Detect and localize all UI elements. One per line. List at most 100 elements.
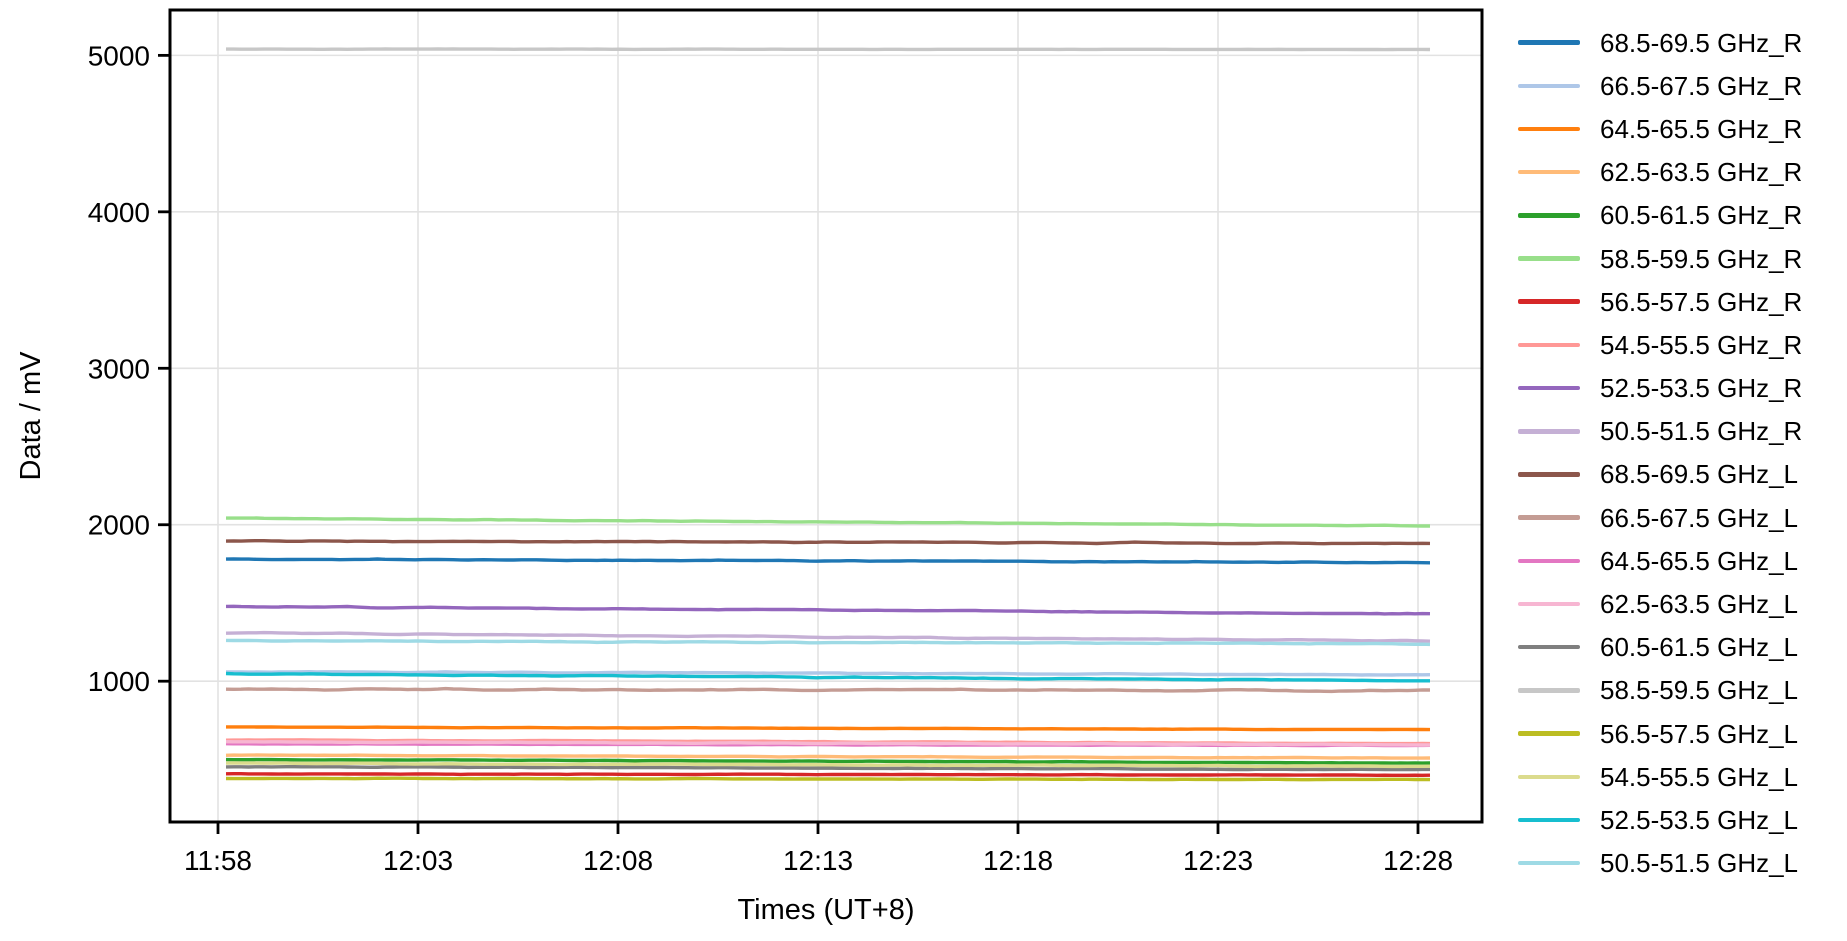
- legend-item: 68.5-69.5 GHz_L: [1518, 453, 1802, 496]
- legend-swatch: [1518, 774, 1580, 780]
- legend-item: 52.5-53.5 GHz_L: [1518, 798, 1802, 841]
- x-tick-label: 12:13: [783, 845, 853, 876]
- legend-label: 54.5-55.5 GHz_L: [1600, 761, 1799, 792]
- legend-label: 56.5-57.5 GHz_R: [1600, 286, 1803, 317]
- series-line: [226, 516, 1430, 528]
- legend-item: 58.5-59.5 GHz_L: [1518, 669, 1802, 712]
- legend-item: 62.5-63.5 GHz_L: [1518, 582, 1802, 625]
- series-layer: [225, 47, 1431, 782]
- legend-label: 54.5-55.5 GHz_R: [1600, 329, 1803, 360]
- x-tick-label: 12:23: [1183, 845, 1253, 876]
- legend-item: 64.5-65.5 GHz_R: [1518, 107, 1802, 150]
- legend-item: 60.5-61.5 GHz_R: [1518, 194, 1802, 237]
- legend-label: 50.5-51.5 GHz_R: [1600, 416, 1803, 447]
- legend-swatch: [1518, 472, 1580, 477]
- legend-item: 56.5-57.5 GHz_L: [1518, 712, 1802, 755]
- legend-label: 66.5-67.5 GHz_R: [1600, 70, 1803, 101]
- series-line: [225, 765, 1430, 772]
- y-tick-label: 1000: [88, 666, 150, 697]
- legend-swatch: [1518, 860, 1580, 866]
- legend-label: 66.5-67.5 GHz_L: [1600, 502, 1799, 533]
- legend-label: 60.5-61.5 GHz_R: [1600, 200, 1803, 231]
- series-line: [225, 686, 1431, 694]
- series-line: [225, 604, 1431, 616]
- legend-swatch: [1518, 688, 1580, 693]
- legend-swatch: [1518, 126, 1580, 132]
- x-tick-label: 12:28: [1383, 845, 1453, 876]
- legend-item: 50.5-51.5 GHz_R: [1518, 410, 1802, 453]
- legend-label: 52.5-53.5 GHz_R: [1600, 373, 1803, 404]
- legend-item: 62.5-63.5 GHz_R: [1518, 151, 1802, 194]
- legend-item: 54.5-55.5 GHz_L: [1518, 755, 1802, 798]
- series-line: [225, 753, 1431, 760]
- legend-label: 64.5-65.5 GHz_L: [1600, 545, 1799, 576]
- legend-label: 64.5-65.5 GHz_R: [1600, 113, 1803, 144]
- y-axis-label: Data / mV: [15, 351, 47, 481]
- series-line: [225, 630, 1431, 643]
- legend-label: 52.5-53.5 GHz_L: [1600, 804, 1799, 835]
- x-tick-label: 11:58: [184, 845, 252, 876]
- series-line: [225, 757, 1431, 765]
- legend-swatch: [1518, 83, 1580, 89]
- legend-swatch: [1518, 644, 1580, 650]
- x-tick-label: 12:03: [383, 845, 453, 876]
- y-tick-label: 2000: [88, 510, 150, 541]
- series-line: [225, 740, 1430, 747]
- series-line: [226, 725, 1431, 732]
- legend-label: 50.5-51.5 GHz_L: [1600, 848, 1799, 879]
- series-line: [225, 671, 1430, 683]
- x-axis-label: Times (UT+8): [738, 894, 915, 926]
- legend-swatch: [1518, 558, 1580, 564]
- legend-label: 58.5-59.5 GHz_L: [1600, 675, 1799, 706]
- x-tick-label: 12:08: [583, 845, 653, 876]
- legend-swatch: [1518, 256, 1580, 261]
- legend-swatch: [1518, 385, 1580, 391]
- tick-layer: [158, 53, 1420, 834]
- legend-item: 54.5-55.5 GHz_R: [1518, 323, 1802, 366]
- legend-swatch: [1518, 213, 1580, 218]
- series-line: [225, 776, 1431, 782]
- plot-frame: [168, 8, 1484, 824]
- legend-label: 68.5-69.5 GHz_L: [1600, 459, 1799, 490]
- legend-item: 66.5-67.5 GHz_R: [1518, 64, 1802, 107]
- series-line: [225, 557, 1431, 565]
- y-tick-label: 5000: [88, 40, 150, 71]
- series-line: [225, 638, 1431, 647]
- legend-item: 50.5-51.5 GHz_L: [1518, 842, 1802, 885]
- x-tick-label: 12:18: [983, 845, 1053, 876]
- legend-label: 68.5-69.5 GHz_R: [1600, 27, 1803, 58]
- legend-swatch: [1518, 40, 1580, 45]
- legend-item: 66.5-67.5 GHz_L: [1518, 496, 1802, 539]
- series-line: [225, 772, 1431, 777]
- legend-swatch: [1518, 601, 1580, 607]
- legend-item: 60.5-61.5 GHz_L: [1518, 626, 1802, 669]
- y-tick-label: 4000: [88, 197, 150, 228]
- legend-item: 52.5-53.5 GHz_R: [1518, 367, 1802, 410]
- legend-swatch: [1518, 817, 1580, 823]
- legend-swatch: [1518, 299, 1580, 304]
- legend-label: 58.5-59.5 GHz_R: [1600, 243, 1803, 274]
- tick-label-layer: 1000 2000 3000 4000 5000 11:58 12:03 12:08 12:13…: [88, 40, 1453, 876]
- y-tick-label: 3000: [88, 353, 150, 384]
- series-line: [226, 47, 1431, 52]
- series-line: [225, 761, 1431, 769]
- legend-item: 68.5-69.5 GHz_R: [1518, 21, 1802, 64]
- legend: 68.5-69.5 GHz_R 66.5-67.5 GHz_R 64.5-65.5 …: [1518, 21, 1802, 885]
- legend-item: 64.5-65.5 GHz_L: [1518, 539, 1802, 582]
- legend-swatch: [1518, 342, 1580, 348]
- grid-layer: [170, 10, 1482, 822]
- legend-label: 56.5-57.5 GHz_L: [1600, 718, 1799, 749]
- legend-label: 62.5-63.5 GHz_L: [1600, 589, 1799, 620]
- series-line: [225, 539, 1431, 546]
- legend-label: 62.5-63.5 GHz_R: [1600, 157, 1803, 188]
- legend-swatch: [1518, 515, 1580, 520]
- legend-swatch: [1518, 169, 1580, 175]
- legend-item: 58.5-59.5 GHz_R: [1518, 237, 1802, 280]
- legend-swatch: [1518, 731, 1580, 736]
- series-line: [226, 670, 1431, 677]
- legend-label: 60.5-61.5 GHz_L: [1600, 632, 1799, 663]
- legend-swatch: [1518, 429, 1580, 434]
- legend-item: 56.5-57.5 GHz_R: [1518, 280, 1802, 323]
